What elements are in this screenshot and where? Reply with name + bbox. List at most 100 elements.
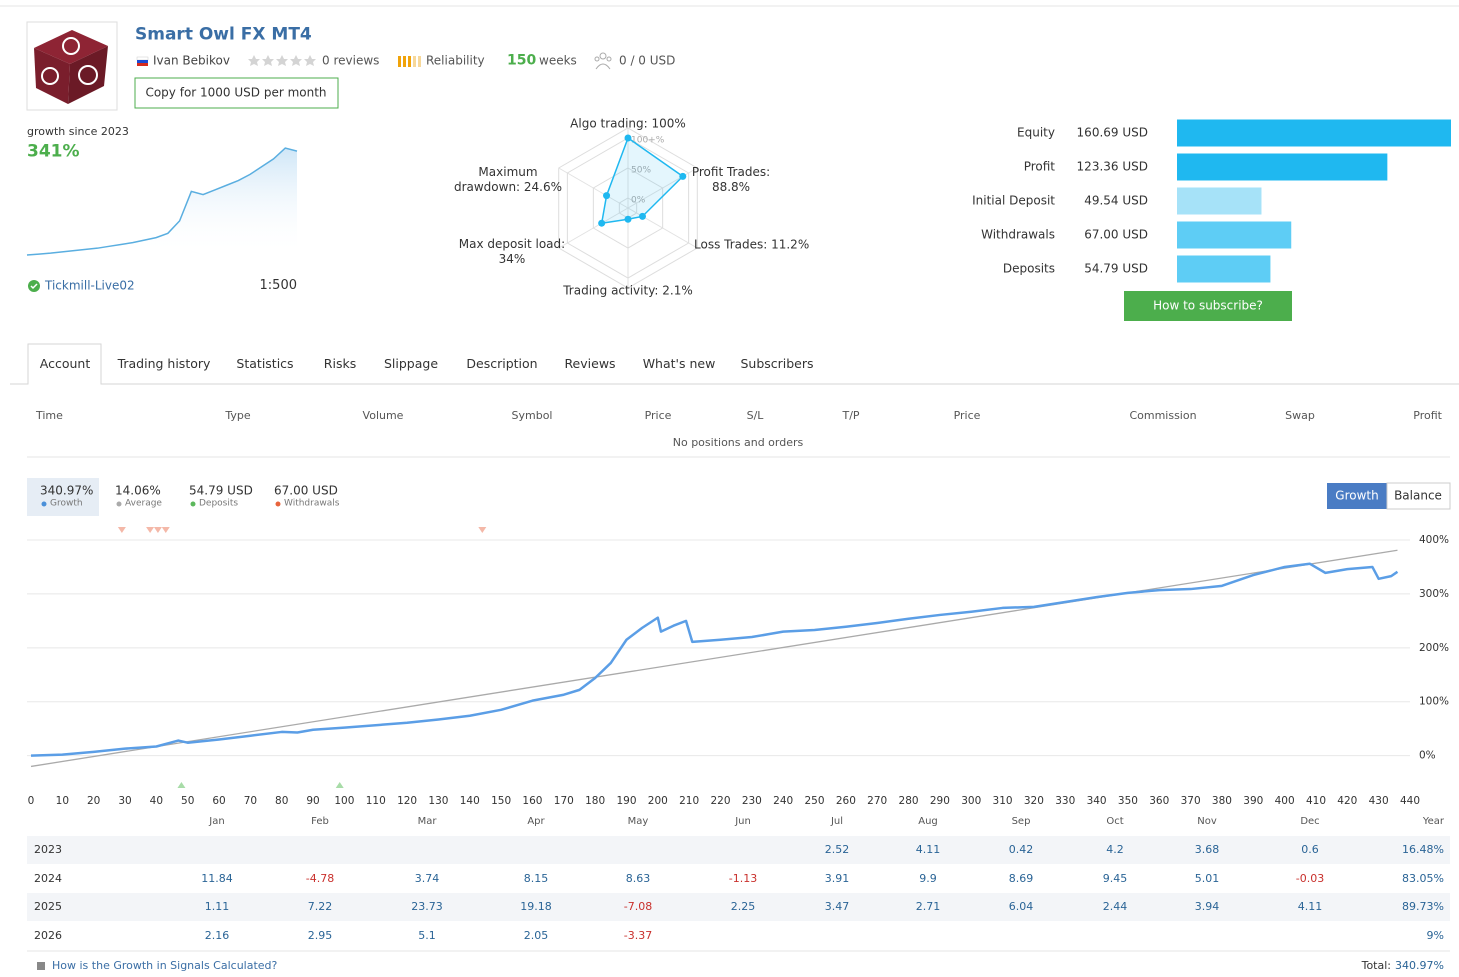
month-value: 2.44 xyxy=(1102,900,1128,914)
month-value: 9.9 xyxy=(919,871,937,885)
copy-button-frame[interactable] xyxy=(134,77,339,109)
subscribe-button[interactable]: How to subscribe? xyxy=(1153,298,1263,313)
x-tick-label: 150 xyxy=(491,795,511,807)
row-year: 2024 xyxy=(34,871,62,885)
bar-value: 67.00 USD xyxy=(1084,227,1148,242)
help-link[interactable]: How is the Growth in Signals Calculated? xyxy=(52,959,278,973)
x-tick-label: 10 xyxy=(56,795,69,807)
month-value: 8.15 xyxy=(523,871,549,885)
empty-message: No positions and orders xyxy=(672,436,804,450)
reviews[interactable]: 0 reviews xyxy=(322,53,380,68)
x-tick-label: 80 xyxy=(275,795,288,807)
month-value: 3.91 xyxy=(824,871,850,885)
year-total: 83.05% xyxy=(1402,871,1444,885)
column-header: Commission xyxy=(1129,409,1197,423)
radar-tick-label: 50% xyxy=(631,166,651,176)
x-tick-label: 380 xyxy=(1212,795,1232,807)
help-icon xyxy=(37,962,45,970)
x-tick-label: 200 xyxy=(648,795,668,807)
total-label: Total: xyxy=(1361,959,1391,973)
balance-button-frame[interactable] xyxy=(1386,482,1451,510)
x-tick-label: 190 xyxy=(616,795,636,807)
total-value: 340.97% xyxy=(1395,959,1444,973)
weeks-label: weeks xyxy=(539,53,577,68)
month-header: Feb xyxy=(311,815,329,827)
tab[interactable]: Account xyxy=(39,356,91,372)
x-tick-label: 90 xyxy=(306,795,319,807)
month-header: Sep xyxy=(1011,815,1031,827)
x-tick-label: 290 xyxy=(930,795,950,807)
x-tick-label: 140 xyxy=(460,795,480,807)
row-year: 2025 xyxy=(34,900,62,914)
subscribe-button-frame[interactable] xyxy=(1124,291,1292,321)
month-value: 2.25 xyxy=(730,900,756,914)
month-header: Jan xyxy=(209,815,225,827)
radar-label: Loss Trades: 11.2% xyxy=(694,237,810,252)
x-tick-label: 250 xyxy=(804,795,824,807)
copy-button[interactable]: Copy for 1000 USD per month xyxy=(145,85,327,100)
tab[interactable]: Statistics xyxy=(236,356,294,372)
month-value: 8.69 xyxy=(1008,871,1034,885)
radar-label: Algo trading: 100% xyxy=(570,116,686,131)
month-value: 5.01 xyxy=(1194,871,1220,885)
month-value: 0.42 xyxy=(1008,843,1034,857)
radar-label: Trading activity: 2.1% xyxy=(563,283,693,298)
radar-ring xyxy=(566,137,690,279)
tab[interactable]: Subscribers xyxy=(740,356,814,372)
month-value: 11.84 xyxy=(201,871,233,885)
radar-ring xyxy=(592,167,664,249)
radar-point xyxy=(624,215,632,223)
tab[interactable]: Slippage xyxy=(383,356,439,372)
month-value: -7.08 xyxy=(623,900,653,914)
month-header: Mar xyxy=(417,815,437,827)
bar xyxy=(1177,221,1292,249)
column-header: Time xyxy=(36,409,63,423)
x-tick-label: 30 xyxy=(118,795,131,807)
radar-point xyxy=(679,172,687,180)
bar-value: 160.69 USD xyxy=(1076,125,1148,140)
tab[interactable]: Reviews xyxy=(564,356,616,372)
column-header: Volume xyxy=(362,409,404,423)
x-tick-label: 130 xyxy=(428,795,448,807)
bar xyxy=(1177,153,1388,181)
title: Smart Owl FX MT4 xyxy=(135,24,312,45)
stat-dot xyxy=(41,501,47,507)
row-year: 2023 xyxy=(34,843,62,857)
column-header: Price xyxy=(644,409,672,423)
month-value: -3.37 xyxy=(623,929,653,943)
radar-label: Profit Trades: 88.8% xyxy=(691,165,771,194)
balance-button[interactable]: Balance xyxy=(1394,488,1442,503)
x-tick-label: 0 xyxy=(28,795,35,807)
tab[interactable]: Trading history xyxy=(117,356,211,372)
growth-label: growth since 2023 xyxy=(27,125,129,139)
x-tick-label: 340 xyxy=(1087,795,1107,807)
x-tick-label: 430 xyxy=(1369,795,1389,807)
y-tick-label: 0% xyxy=(1419,750,1436,762)
radar-tick-label: 0% xyxy=(631,196,646,206)
x-tick-label: 440 xyxy=(1400,795,1420,807)
bar-label: Withdrawals xyxy=(981,227,1055,242)
growth-button[interactable]: Growth xyxy=(1335,488,1379,503)
bar xyxy=(1177,187,1262,215)
broker[interactable]: Tickmill-Live02 xyxy=(45,278,135,293)
tab[interactable]: Risks xyxy=(323,356,357,372)
month-header: Oct xyxy=(1106,815,1124,827)
stat-value: 340.97% xyxy=(40,483,94,498)
withdrawal-marker xyxy=(117,527,126,533)
growth-button-frame[interactable] xyxy=(1327,483,1387,509)
withdrawal-marker xyxy=(478,527,487,533)
x-tick-label: 260 xyxy=(836,795,856,807)
x-tick-label: 180 xyxy=(585,795,605,807)
sparkline xyxy=(26,147,298,256)
bar-label: Deposits xyxy=(1002,261,1055,276)
deposit-marker xyxy=(335,782,344,788)
month-header: Jul xyxy=(830,815,844,827)
bar-label: Initial Deposit xyxy=(972,193,1055,208)
tab[interactable]: What's new xyxy=(642,356,716,372)
radar-point xyxy=(603,192,611,200)
x-tick-label: 360 xyxy=(1149,795,1169,807)
month-value: -1.13 xyxy=(728,871,758,885)
tab[interactable]: Description xyxy=(466,356,538,372)
